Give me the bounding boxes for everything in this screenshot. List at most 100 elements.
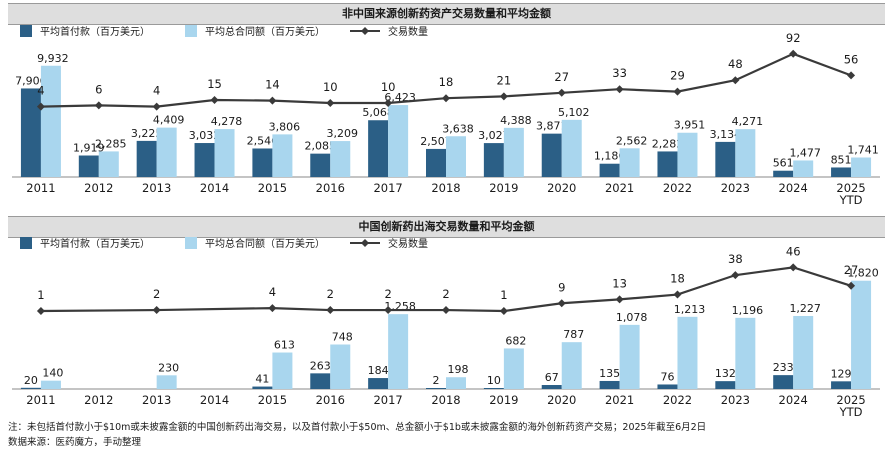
bar-avg-total bbox=[388, 105, 409, 177]
x-tick-label: 2019 bbox=[489, 393, 518, 407]
bar-avg-total bbox=[272, 134, 293, 177]
deal-count-label: 48 bbox=[728, 57, 743, 71]
data-label-upfront: 3,871 bbox=[536, 120, 568, 133]
chart1-title: 非中国来源创新药资产交易数量和平均金额 bbox=[8, 3, 885, 25]
bar-avg-upfront bbox=[426, 148, 446, 177]
data-label-total: 1,227 bbox=[789, 302, 821, 315]
footnote-line1: 注：未包括首付款小于$10m或未披露金额的中国创新药出海交易，以及首付款小于$5… bbox=[8, 422, 707, 433]
data-label-upfront: 561 bbox=[773, 157, 794, 170]
data-label-total: 4,271 bbox=[732, 115, 764, 128]
data-label-total: 3,806 bbox=[269, 120, 301, 133]
legend-swatch-line bbox=[350, 239, 380, 247]
deal-count-marker bbox=[615, 85, 624, 94]
data-label-upfront: 129 bbox=[831, 367, 852, 380]
x-tick-label: 2024 bbox=[779, 181, 808, 195]
x-tick-label: 2019 bbox=[489, 181, 518, 195]
x-tick-label: YTD bbox=[839, 405, 863, 419]
x-tick-label: YTD bbox=[839, 193, 863, 207]
bar-avg-upfront bbox=[599, 380, 620, 389]
bar-avg-upfront bbox=[483, 143, 504, 177]
x-tick-label: 2013 bbox=[142, 181, 171, 195]
legend-light: 平均总合同额（百万美元） bbox=[185, 237, 325, 253]
bar-avg-upfront bbox=[310, 373, 331, 389]
deal-count-marker bbox=[442, 306, 450, 315]
data-label-upfront: 1,186 bbox=[594, 150, 626, 163]
deal-count-label: 10 bbox=[323, 80, 338, 94]
bar-avg-total bbox=[561, 119, 582, 177]
bar-avg-total bbox=[330, 141, 351, 177]
x-tick-label: 2017 bbox=[373, 181, 402, 195]
data-label-upfront: 2 bbox=[433, 374, 440, 387]
data-label-upfront: 10 bbox=[487, 374, 501, 387]
bar-avg-total bbox=[446, 136, 466, 177]
deal-count-marker bbox=[789, 263, 798, 272]
deal-count-label: 9 bbox=[558, 280, 565, 294]
bar-avg-total bbox=[446, 377, 466, 389]
data-label-upfront: 7,906 bbox=[15, 74, 47, 87]
data-label-total: 1,477 bbox=[789, 146, 821, 159]
deal-count-label: 2 bbox=[327, 287, 334, 301]
deal-count-label: 4 bbox=[37, 84, 44, 98]
legend-swatch-light bbox=[185, 25, 197, 37]
data-label-total: 140 bbox=[42, 367, 63, 380]
data-label-total: 4,409 bbox=[153, 114, 185, 127]
x-tick-label: 2023 bbox=[721, 393, 750, 407]
deal-count-label: 27 bbox=[844, 263, 859, 277]
x-tick-label: 2014 bbox=[200, 181, 229, 195]
deal-count-marker bbox=[673, 87, 682, 96]
data-label-total: 3,209 bbox=[327, 127, 359, 140]
deal-count-label: 2 bbox=[384, 287, 391, 301]
bar-avg-upfront bbox=[252, 386, 273, 389]
deal-count-label: 46 bbox=[786, 244, 801, 258]
data-label-total: 613 bbox=[274, 339, 295, 352]
data-label-total: 1,213 bbox=[674, 303, 706, 316]
deal-count-label: 21 bbox=[497, 73, 512, 87]
footnote: 注：未包括首付款小于$10m或未披露金额的中国创新药出海交易，以及首付款小于$5… bbox=[8, 420, 706, 450]
x-tick-label: 2017 bbox=[373, 393, 402, 407]
bar-avg-total bbox=[735, 129, 756, 177]
deal-count-marker bbox=[557, 299, 566, 308]
data-label-upfront: 233 bbox=[773, 361, 794, 374]
bar-avg-upfront bbox=[136, 140, 157, 177]
legend-swatch-line bbox=[350, 27, 380, 35]
data-label-total: 230 bbox=[158, 361, 179, 374]
deal-count-label: 1 bbox=[37, 288, 44, 302]
x-tick-label: 2025 bbox=[836, 393, 865, 407]
legend-dark: 平均首付款（百万美元） bbox=[20, 237, 150, 253]
deal-count-label: 6 bbox=[95, 82, 102, 96]
data-label-upfront: 2,085 bbox=[305, 140, 337, 153]
bar-avg-total bbox=[619, 324, 640, 389]
x-tick-label: 2020 bbox=[547, 181, 576, 195]
bar-avg-upfront bbox=[20, 387, 41, 389]
deal-count-marker bbox=[499, 307, 508, 316]
data-label-total: 3,638 bbox=[442, 122, 474, 135]
data-label-upfront: 2,282 bbox=[652, 137, 684, 150]
bar-avg-total bbox=[40, 380, 61, 389]
data-label-upfront: 851 bbox=[831, 153, 852, 166]
deal-count-label: 56 bbox=[844, 52, 859, 66]
bar-avg-total bbox=[793, 315, 814, 389]
x-tick-label: 2021 bbox=[605, 393, 634, 407]
legend-swatch-light bbox=[185, 237, 197, 249]
x-tick-label: 2022 bbox=[663, 181, 692, 195]
data-label-upfront: 67 bbox=[545, 371, 559, 384]
data-label-upfront: 3,225 bbox=[131, 127, 163, 140]
legend-dark-label: 平均首付款（百万美元） bbox=[40, 239, 150, 250]
legend-line: 交易数量 bbox=[350, 25, 428, 41]
bar-avg-upfront bbox=[773, 170, 794, 177]
x-tick-label: 2011 bbox=[26, 181, 55, 195]
deal-count-marker bbox=[326, 306, 335, 315]
bar-avg-upfront bbox=[483, 388, 504, 389]
legend-dark-label: 平均首付款（百万美元） bbox=[40, 27, 150, 38]
bar-avg-total bbox=[793, 160, 814, 177]
data-label-upfront: 263 bbox=[310, 359, 331, 372]
deal-count-marker bbox=[326, 99, 335, 107]
x-tick-label: 2015 bbox=[258, 393, 287, 407]
bar-avg-upfront bbox=[20, 88, 41, 177]
x-tick-label: 2022 bbox=[663, 393, 692, 407]
chart2-title: 中国创新药出海交易数量和平均金额 bbox=[8, 216, 885, 238]
bar-avg-upfront bbox=[773, 375, 794, 389]
data-label-upfront: 20 bbox=[24, 374, 38, 387]
deal-count-marker bbox=[673, 290, 682, 299]
